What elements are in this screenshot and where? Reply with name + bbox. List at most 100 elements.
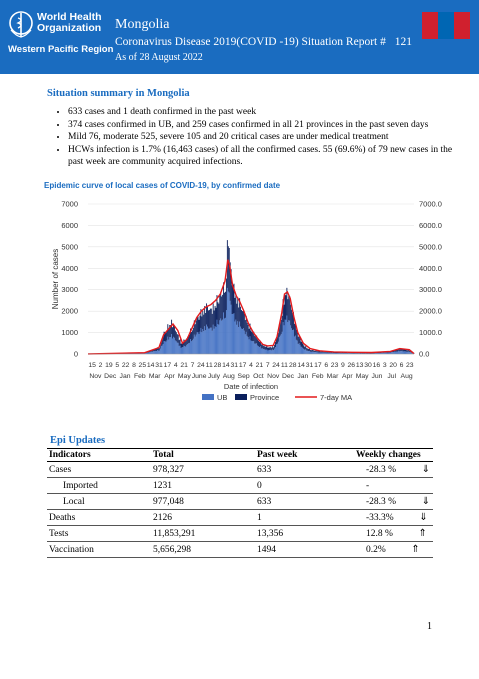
bar-ub xyxy=(397,350,399,354)
arrow-up-icon: ⇑ xyxy=(411,544,420,555)
x-day-tick-label: 16 xyxy=(373,362,381,369)
bar-province xyxy=(288,295,290,321)
bar-ub xyxy=(200,327,202,354)
bar-ub xyxy=(276,344,277,354)
summary-bullets: 633 cases and 1 death confirmed in the p… xyxy=(48,106,468,169)
bar-ub xyxy=(132,353,134,354)
bar-ub xyxy=(160,346,162,354)
bar-ub xyxy=(374,353,376,354)
bar-ub xyxy=(216,319,218,354)
x-day-tick-label: 4 xyxy=(249,362,253,369)
bar-ub xyxy=(221,320,223,354)
bar-province xyxy=(379,352,381,354)
bar-ub xyxy=(228,292,230,354)
bar-ub xyxy=(356,353,358,354)
bar-ub xyxy=(313,352,315,354)
bar-ub xyxy=(282,322,284,354)
bar-province xyxy=(296,330,298,341)
bar-ub xyxy=(287,322,289,354)
bar-province xyxy=(173,324,174,337)
bar-province xyxy=(314,350,316,353)
bar-province xyxy=(149,351,151,353)
bar-ub xyxy=(401,350,403,354)
x-day-tick-label: 14 xyxy=(147,362,155,369)
bar-province xyxy=(162,336,164,345)
x-day-tick-label: 20 xyxy=(389,362,397,369)
bar-ub xyxy=(358,353,360,354)
bar-ub xyxy=(347,353,349,354)
y-tick-label-left: 4000 xyxy=(61,264,78,273)
bar-ub xyxy=(293,329,294,354)
bar-ub xyxy=(244,334,246,354)
bar-ub xyxy=(194,336,196,354)
bar-ub xyxy=(362,353,363,354)
table-row: Local 977,048 633 -28.3 % ⇓ xyxy=(47,493,433,510)
bar-ub xyxy=(204,326,206,354)
bar-province xyxy=(224,292,225,319)
bar-ub xyxy=(199,331,201,354)
bar-province xyxy=(374,352,376,354)
bar-ub xyxy=(295,339,297,354)
bar-ub xyxy=(159,348,161,354)
bar-province xyxy=(172,327,173,339)
bar-ub xyxy=(184,346,186,354)
arrow-down-icon: ⇓ xyxy=(421,496,431,507)
bar-ub xyxy=(243,330,245,354)
bar-province xyxy=(349,352,351,354)
bar-province xyxy=(227,246,229,292)
bar-province xyxy=(184,340,186,347)
bar-province xyxy=(187,336,189,344)
bar-ub xyxy=(351,353,353,354)
bar-ub xyxy=(168,339,170,354)
bar-province xyxy=(336,352,338,354)
bar-province xyxy=(308,348,310,352)
x-month-tick-label: Apr xyxy=(342,373,353,380)
bar-province xyxy=(214,305,216,327)
bar-ub xyxy=(366,353,368,354)
bar-ub xyxy=(145,353,147,354)
bar-province xyxy=(237,297,239,322)
bar-province xyxy=(297,336,299,344)
bar-ub xyxy=(259,347,260,354)
bar-ub xyxy=(259,346,261,354)
bar-ub xyxy=(376,353,378,354)
bar-ub xyxy=(234,321,236,354)
bar-province xyxy=(217,302,219,324)
bar-ub xyxy=(294,335,296,354)
bar-ub xyxy=(364,353,366,354)
mongolia-flag-icon xyxy=(422,12,470,39)
bar-ub xyxy=(326,352,328,354)
bar-ub xyxy=(164,341,166,354)
bar-province xyxy=(306,348,308,351)
bar-province xyxy=(270,346,272,350)
bar-ub xyxy=(139,353,141,354)
who-name: World Health Organization xyxy=(37,12,102,34)
bar-ub xyxy=(284,319,286,354)
bar-ub xyxy=(187,343,189,354)
arrow-up-icon: ⇑ xyxy=(418,528,427,539)
bar-province xyxy=(323,351,325,353)
bar-ub xyxy=(408,351,410,354)
x-day-tick-label: 17 xyxy=(164,362,172,369)
bar-province xyxy=(407,350,409,352)
bar-ub xyxy=(195,334,197,354)
bar-ub xyxy=(265,349,267,354)
bar-province xyxy=(285,295,287,320)
bar-province xyxy=(276,337,277,345)
bar-ub xyxy=(271,350,273,354)
row-indicator: Vaccination xyxy=(47,541,151,558)
bar-ub xyxy=(312,351,314,354)
row-past-week: 1494 xyxy=(255,541,354,558)
bar-ub xyxy=(348,353,350,354)
y-tick-label-left: 3000 xyxy=(61,285,78,294)
bar-province xyxy=(161,339,163,346)
bar-ub xyxy=(205,330,207,354)
bar-ub xyxy=(345,353,346,354)
bar-province xyxy=(246,322,248,336)
summary-bullet: HCWs infection is 1.7% (16,463 cases) of… xyxy=(68,144,468,169)
bar-ub xyxy=(189,342,191,354)
bar-ub xyxy=(263,349,265,354)
bar-province xyxy=(311,350,312,352)
bar-ub xyxy=(317,352,319,354)
epi-curve-chart: 0 0.0 1000 1000.0 2000 2000.0 3000 3000.0 4000 40… xyxy=(44,192,456,412)
